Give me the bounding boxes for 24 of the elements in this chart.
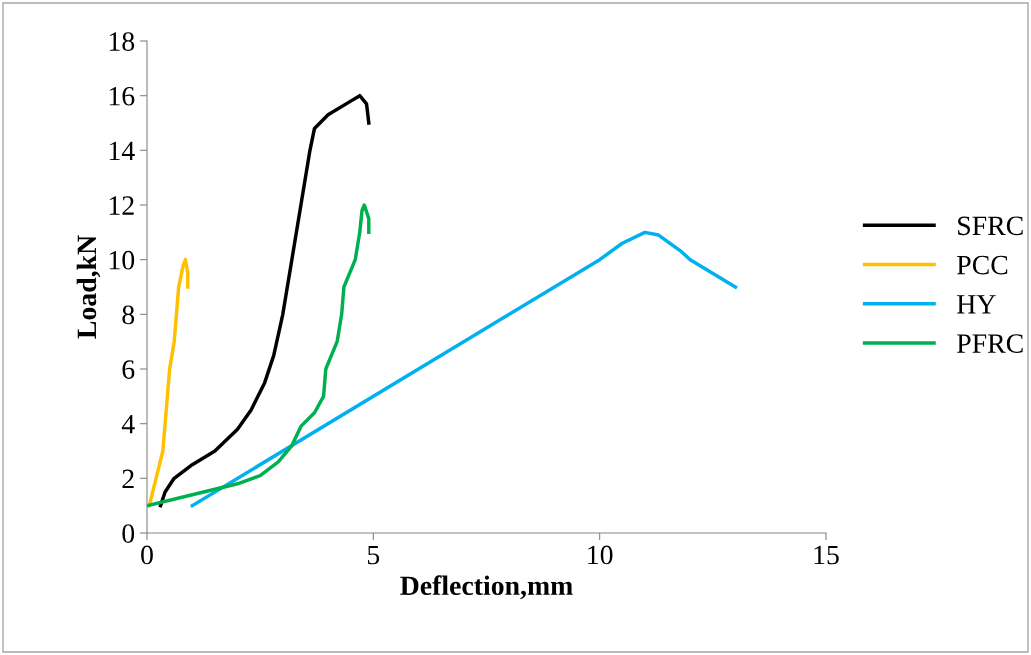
line-series bbox=[147, 257, 190, 508]
x-tick-label: 0 bbox=[141, 545, 153, 565]
y-tick-label: 10 bbox=[109, 250, 135, 270]
y-tick-label: 14 bbox=[109, 141, 135, 160]
line-series bbox=[147, 203, 371, 508]
y-tick-label: 18 bbox=[109, 32, 135, 51]
y-tick-label: 2 bbox=[122, 469, 134, 488]
line-series bbox=[158, 93, 371, 508]
legend-label: PFRC bbox=[957, 334, 1023, 353]
x-tick-label: 15 bbox=[814, 545, 839, 565]
x-tick-label: 10 bbox=[588, 545, 613, 565]
y-tick-label: 16 bbox=[109, 86, 135, 106]
y-tick-label: 6 bbox=[122, 360, 135, 379]
y-tick-label: 8 bbox=[122, 305, 135, 325]
y-tick-label: 4 bbox=[121, 415, 135, 434]
x-axis-title: Deflection,mm bbox=[400, 575, 573, 600]
legend-label: SFRC bbox=[958, 216, 1023, 236]
y-tick-label: 0 bbox=[122, 524, 135, 543]
legend-label: HY bbox=[957, 295, 996, 314]
x-tick-label: 5 bbox=[368, 545, 380, 565]
line-series bbox=[190, 230, 738, 508]
y-tick-label: 12 bbox=[109, 196, 134, 215]
y-axis-title: Load,kN bbox=[76, 235, 101, 339]
legend-label: PCC bbox=[957, 255, 1008, 275]
